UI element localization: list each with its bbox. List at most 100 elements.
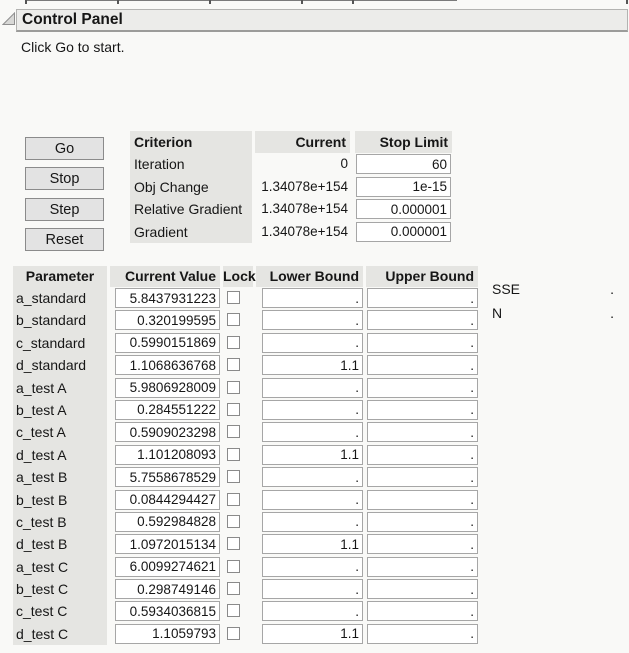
parameter-row: d_standard bbox=[13, 354, 479, 377]
current-value-input[interactable] bbox=[115, 399, 220, 420]
parameter-row: b_standard bbox=[13, 309, 479, 332]
lower-bound-input[interactable] bbox=[262, 310, 363, 331]
current-value-input[interactable] bbox=[115, 422, 220, 443]
step-button[interactable]: Step bbox=[25, 198, 104, 221]
criterion-current-value: 0 bbox=[340, 156, 348, 171]
criterion-name: Relative Gradient bbox=[130, 198, 252, 221]
lower-bound-input[interactable] bbox=[262, 399, 363, 420]
n-value: . bbox=[610, 305, 614, 321]
lower-bound-input[interactable] bbox=[262, 534, 363, 555]
stop-limit-input[interactable] bbox=[356, 154, 451, 174]
lock-checkbox[interactable] bbox=[227, 291, 240, 304]
criterion-current-value: 1.34078e+154 bbox=[261, 201, 348, 216]
criterion-table-body: Iteration 0 Obj Change 1.34078e+154 Rela… bbox=[130, 153, 452, 243]
lock-checkbox[interactable] bbox=[227, 492, 240, 506]
lower-bound-input[interactable] bbox=[262, 489, 363, 510]
current-value-input[interactable] bbox=[115, 310, 220, 331]
parameter-row: c_standard bbox=[13, 331, 479, 355]
lock-checkbox[interactable] bbox=[227, 402, 240, 416]
upper-bound-input[interactable] bbox=[367, 310, 478, 331]
upper-bound-input[interactable] bbox=[367, 288, 478, 308]
upper-bound-input[interactable] bbox=[367, 355, 478, 376]
parameter-row: a_test C bbox=[13, 555, 479, 579]
upper-bound-header-cell: Upper Bound bbox=[366, 266, 478, 287]
lower-bound-input[interactable] bbox=[262, 579, 363, 600]
lower-bound-input[interactable] bbox=[262, 623, 363, 644]
lock-checkbox[interactable] bbox=[227, 358, 240, 372]
parameter-name: d_standard bbox=[13, 354, 107, 377]
current-value-input[interactable] bbox=[115, 444, 220, 465]
parameter-row: c_test B bbox=[13, 510, 479, 534]
current-value-input[interactable] bbox=[115, 623, 220, 644]
current-value-input[interactable] bbox=[115, 534, 220, 555]
current-value-input[interactable] bbox=[115, 377, 220, 398]
current-header-cell: Current bbox=[255, 131, 350, 153]
lower-bound-input[interactable] bbox=[262, 355, 363, 376]
parameter-name: a_test A bbox=[13, 376, 107, 399]
parameter-name: b_test B bbox=[13, 488, 107, 511]
reset-button[interactable]: Reset bbox=[25, 228, 104, 251]
stop-limit-input[interactable] bbox=[356, 176, 451, 197]
upper-bound-input[interactable] bbox=[367, 579, 478, 600]
lock-checkbox[interactable] bbox=[227, 335, 240, 349]
lock-checkbox[interactable] bbox=[227, 537, 240, 551]
lock-checkbox[interactable] bbox=[227, 626, 240, 640]
upper-bound-input[interactable] bbox=[367, 444, 478, 465]
axis-tick bbox=[209, 0, 211, 4]
current-value-input[interactable] bbox=[115, 288, 220, 308]
current-value-input[interactable] bbox=[115, 355, 220, 376]
upper-bound-input[interactable] bbox=[367, 601, 478, 622]
go-button[interactable]: Go bbox=[25, 137, 104, 160]
criterion-row: Relative Gradient 1.34078e+154 bbox=[130, 198, 452, 221]
upper-bound-input[interactable] bbox=[367, 377, 478, 398]
parameter-name: a_test C bbox=[13, 555, 107, 579]
upper-bound-input[interactable] bbox=[367, 467, 478, 488]
lock-checkbox[interactable] bbox=[227, 514, 240, 528]
stop-limit-input[interactable] bbox=[356, 221, 451, 242]
lock-header-cell: Lock bbox=[223, 266, 256, 287]
lock-checkbox[interactable] bbox=[227, 313, 240, 327]
stop-limit-input[interactable] bbox=[356, 199, 451, 219]
lower-bound-input[interactable] bbox=[262, 556, 363, 577]
lock-checkbox[interactable] bbox=[227, 380, 240, 394]
upper-bound-input[interactable] bbox=[367, 489, 478, 510]
upper-bound-input[interactable] bbox=[367, 399, 478, 420]
current-value-input[interactable] bbox=[115, 556, 220, 577]
current-value-input[interactable] bbox=[115, 601, 220, 622]
parameter-row: d_test A bbox=[13, 443, 479, 467]
stop-button[interactable]: Stop bbox=[25, 167, 104, 190]
parameter-name: d_test B bbox=[13, 533, 107, 556]
lock-checkbox[interactable] bbox=[227, 470, 240, 484]
lock-checkbox[interactable] bbox=[227, 559, 240, 573]
lock-checkbox[interactable] bbox=[227, 604, 240, 618]
lock-checkbox[interactable] bbox=[227, 447, 240, 461]
lower-bound-input[interactable] bbox=[262, 332, 363, 353]
panel-header[interactable]: Control Panel bbox=[16, 9, 628, 32]
disclosure-triangle-icon[interactable] bbox=[2, 12, 16, 26]
upper-bound-input[interactable] bbox=[367, 332, 478, 353]
lock-checkbox[interactable] bbox=[227, 582, 240, 596]
current-value-input[interactable] bbox=[115, 467, 220, 488]
parameter-name: a_test B bbox=[13, 466, 107, 489]
upper-bound-input[interactable] bbox=[367, 534, 478, 555]
lower-bound-input[interactable] bbox=[262, 377, 363, 398]
current-value-input[interactable] bbox=[115, 489, 220, 510]
lower-bound-header-cell: Lower Bound bbox=[256, 266, 363, 287]
upper-bound-input[interactable] bbox=[367, 511, 478, 532]
current-value-input[interactable] bbox=[115, 511, 220, 532]
lower-bound-input[interactable] bbox=[262, 511, 363, 532]
upper-bound-input[interactable] bbox=[367, 422, 478, 443]
current-value-input[interactable] bbox=[115, 332, 220, 353]
parameter-row: b_test A bbox=[13, 398, 479, 422]
axis-tick bbox=[626, 0, 628, 4]
sse-value: . bbox=[610, 281, 614, 297]
upper-bound-input[interactable] bbox=[367, 556, 478, 577]
lower-bound-input[interactable] bbox=[262, 467, 363, 488]
upper-bound-input[interactable] bbox=[367, 623, 478, 644]
lower-bound-input[interactable] bbox=[262, 601, 363, 622]
current-value-input[interactable] bbox=[115, 579, 220, 600]
lower-bound-input[interactable] bbox=[262, 288, 363, 308]
lower-bound-input[interactable] bbox=[262, 444, 363, 465]
lock-checkbox[interactable] bbox=[227, 425, 240, 439]
lower-bound-input[interactable] bbox=[262, 422, 363, 443]
